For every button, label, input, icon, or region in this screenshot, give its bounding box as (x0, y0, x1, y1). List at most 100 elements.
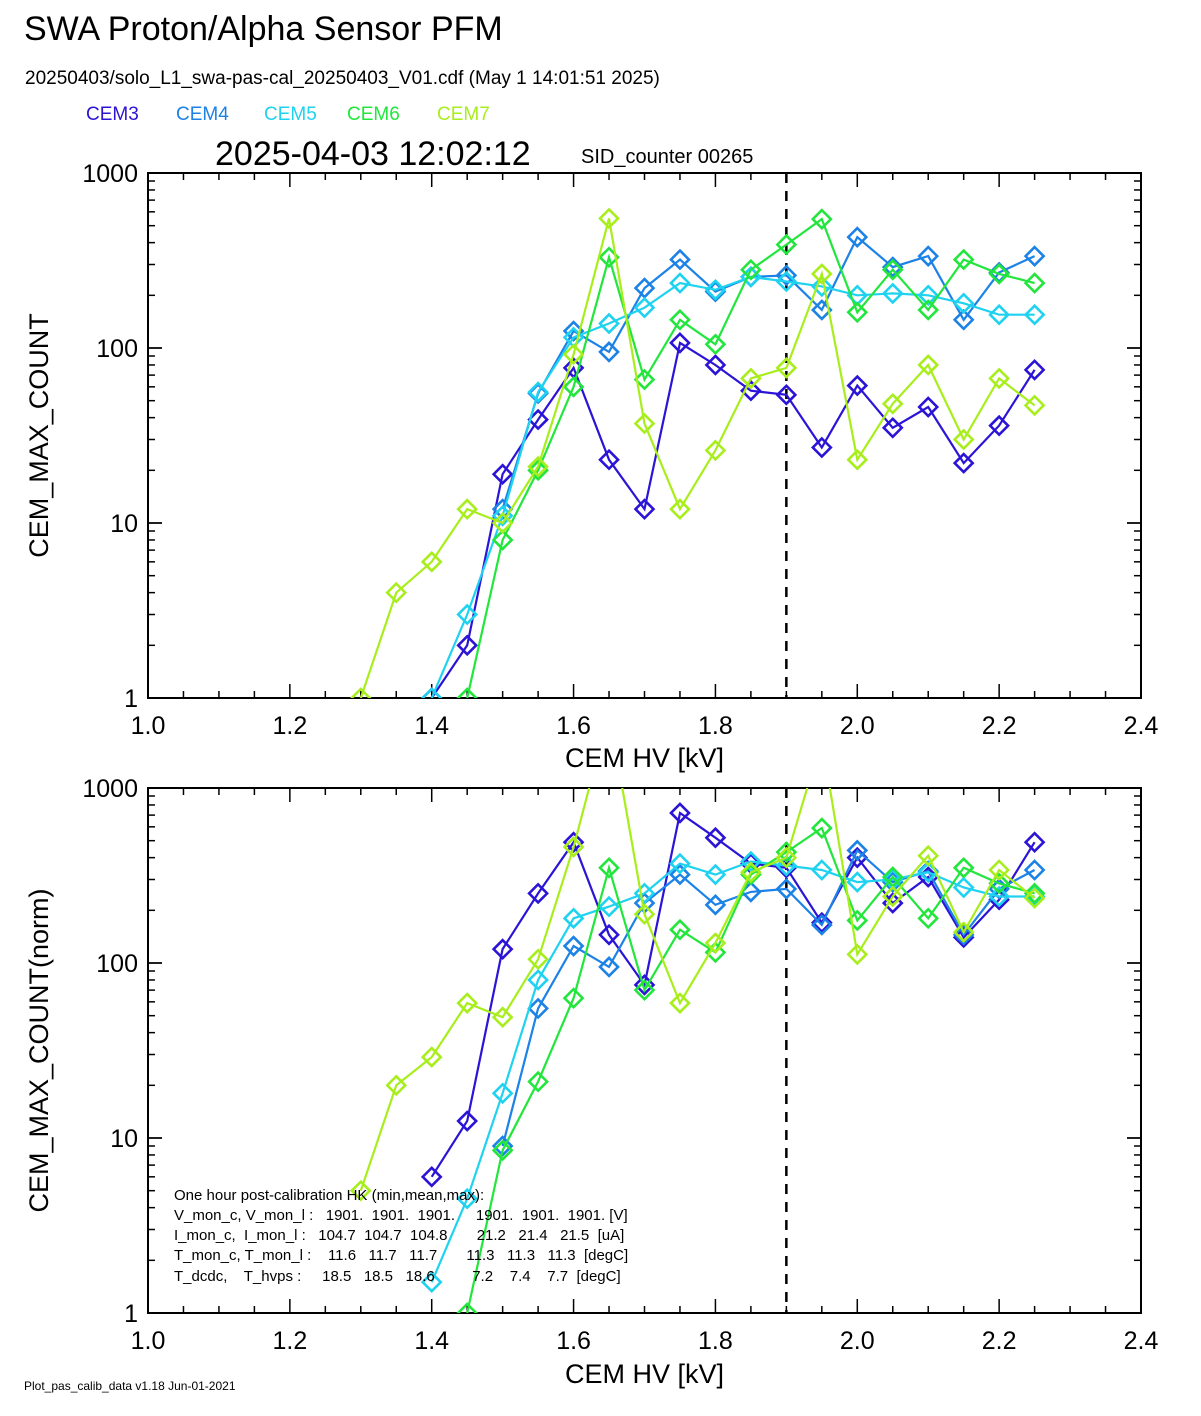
series-cem6 (456, 208, 1046, 698)
data-point-cem7 (740, 861, 762, 884)
data-point-cem3 (669, 802, 691, 824)
series-line-cem3 (430, 341, 1036, 698)
series-cem3 (420, 802, 1046, 1188)
data-point-cem5 (598, 312, 620, 335)
data-point-cem7 (952, 921, 975, 944)
hk-line: T_dcdc, T_hvps : 18.5 18.5 18.6 7.2 7.4 … (174, 1268, 621, 1285)
data-point-cem5 (881, 282, 904, 305)
y-axis-label: CEM_MAX_COUNT (24, 313, 54, 558)
data-point-cem6 (917, 907, 940, 930)
series-layer (349, 788, 1046, 1313)
data-point-cem5 (917, 284, 940, 307)
data-point-cem7 (669, 498, 691, 520)
data-point-cem6 (704, 941, 727, 964)
data-point-cem7 (420, 1046, 443, 1068)
y-tick-label: 1000 (82, 775, 138, 803)
data-point-cem7 (349, 687, 372, 698)
data-point-cem6 (740, 258, 762, 281)
data-point-cem5 (420, 1271, 443, 1294)
data-point-cem5 (846, 871, 869, 893)
data-point-cem7 (633, 412, 656, 435)
y-axis: 1 10 100 1000 (82, 775, 1141, 1328)
data-point-cem4 (881, 256, 904, 278)
x-tick-label: 1.2 (272, 712, 307, 740)
data-point-cem4 (669, 863, 691, 886)
data-point-cem4 (917, 245, 940, 267)
top-panel: 1.0 1.2 1.4 1.6 1.8 2.0 2.2 2.4 1 10 100 1000 CEM HV… (24, 160, 1158, 773)
y-tick-label: 10 (110, 510, 138, 538)
y-tick-label: 1000 (82, 160, 138, 188)
data-point-cem4 (846, 839, 869, 862)
data-point-cem4 (669, 248, 691, 271)
data-point-cem7 (491, 512, 514, 534)
data-point-cem3 (952, 452, 975, 474)
x-axis: 1.0 1.2 1.4 1.6 1.8 2.0 2.2 2.4 (131, 173, 1158, 740)
data-point-cem6 (669, 308, 691, 331)
data-point-cem5 (420, 687, 443, 698)
x-tick-label: 1.4 (414, 712, 449, 740)
data-point-cem6 (633, 979, 656, 1001)
footer-version: Plot_pas_calib_data v1.18 Jun-01-2021 (24, 1379, 236, 1393)
data-point-cem6 (810, 817, 833, 839)
series-cem4 (491, 839, 1046, 1157)
y-tick-label: 1 (124, 1300, 138, 1328)
data-point-cem3 (562, 831, 585, 854)
y-axis: 1 10 100 1000 (82, 160, 1141, 713)
legend-entry-cem3: CEM3 (86, 104, 139, 125)
data-point-cem7 (633, 903, 656, 926)
x-tick-label: 1.2 (272, 1327, 307, 1355)
x-tick-label: 2.2 (982, 712, 1017, 740)
data-point-cem3 (633, 498, 656, 520)
hk-box: One hour post-calibration HK (min,mean,m… (174, 1187, 628, 1285)
x-tick-label: 2.0 (840, 712, 875, 740)
x-axis-label: CEM HV [kV] (565, 1359, 724, 1389)
data-point-cem6 (775, 841, 798, 863)
data-point-cem3 (420, 1165, 443, 1188)
data-point-cem6 (491, 529, 514, 551)
x-tick-label: 1.6 (556, 712, 591, 740)
data-point-cem3 (598, 923, 620, 946)
data-point-cem5 (562, 907, 585, 930)
data-point-cem3 (456, 1110, 479, 1132)
data-point-cem5 (704, 278, 727, 301)
hk-line: T_mon_c, T_mon_l : 11.6 11.7 11.7 11.3 1… (174, 1247, 628, 1264)
y-axis-label: CEM_MAX_COUNT(norm) (24, 888, 54, 1212)
x-tick-label: 1.6 (556, 1327, 591, 1355)
data-point-cem4 (598, 341, 620, 363)
data-point-cem5 (704, 863, 727, 886)
data-point-cem5 (669, 852, 691, 875)
data-point-cem7 (775, 357, 798, 379)
data-point-cem6 (1023, 882, 1046, 905)
bottom-panel: 1.0 1.2 1.4 1.6 1.8 2.0 2.2 2.4 1 10 100 1000 CEM HV… (24, 775, 1159, 1389)
data-point-cem5 (988, 885, 1010, 908)
data-point-cem5 (527, 381, 549, 403)
data-point-cem6 (669, 918, 691, 941)
data-point-cem4 (846, 226, 869, 248)
data-point-cem6 (846, 301, 869, 324)
x-tick-label: 1.8 (698, 1327, 733, 1355)
data-point-cem5 (491, 1082, 514, 1105)
y-tick-label: 100 (96, 335, 138, 363)
x-tick-label: 2.4 (1124, 1327, 1159, 1355)
data-point-cem3 (704, 354, 727, 376)
data-point-cem5 (740, 850, 762, 873)
data-point-cem7 (420, 550, 443, 573)
data-point-cem5 (456, 603, 479, 626)
series-cem7 (349, 788, 1046, 1202)
data-point-cem4 (952, 308, 975, 331)
data-point-cem3 (881, 416, 904, 439)
x-axis-label: CEM HV [kV] (565, 743, 724, 773)
data-point-cem3 (491, 938, 514, 960)
data-point-cem7 (456, 992, 479, 1014)
data-point-cem6 (562, 987, 585, 1009)
data-point-cem7 (952, 428, 975, 451)
data-point-cem7 (669, 992, 691, 1014)
data-point-cem5 (598, 895, 620, 918)
legend-entry-cem6: CEM6 (347, 104, 400, 125)
data-point-cem5 (952, 292, 975, 315)
data-point-cem7 (1023, 394, 1046, 417)
data-point-cem7 (527, 455, 549, 478)
data-point-cem7 (810, 263, 833, 285)
data-point-cem3 (456, 634, 479, 657)
data-point-cem6 (988, 263, 1010, 285)
